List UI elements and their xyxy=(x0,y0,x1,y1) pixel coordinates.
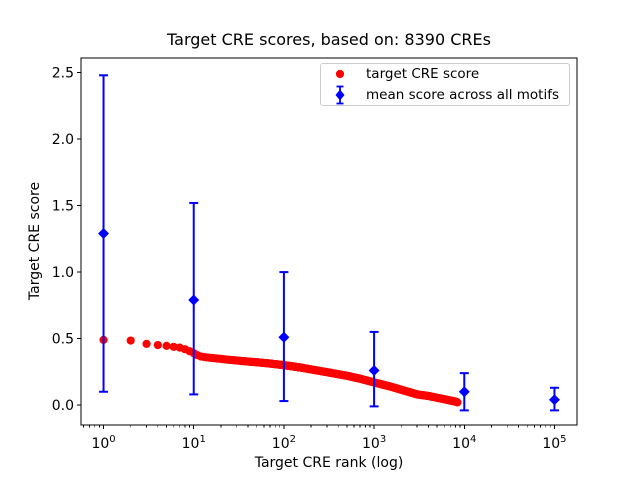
target-score-point xyxy=(453,398,462,407)
target-score-point xyxy=(126,336,135,345)
legend: target CRE score mean score across all m… xyxy=(320,63,570,106)
y-tick-label: 0.5 xyxy=(52,332,74,348)
x-tick-label: 102 xyxy=(272,434,296,452)
red-circle-marker-icon xyxy=(321,68,359,80)
blue-diamond-errorbar-marker-icon xyxy=(321,85,359,105)
target-score-point xyxy=(153,340,162,350)
x-tick-label: 105 xyxy=(542,434,566,452)
y-tick-label: 2.0 xyxy=(52,132,74,148)
legend-label: target CRE score xyxy=(366,66,480,83)
y-tick-label: 0.0 xyxy=(52,398,74,414)
target-score-point xyxy=(162,341,171,350)
y-axis-tick-labels: 0.0 0.5 1.0 1.5 2.0 2.5 xyxy=(52,66,74,414)
y-tick-label: 2.5 xyxy=(52,66,74,82)
legend-entry-mean: mean score across all motifs xyxy=(321,85,569,105)
x-tick-label: 101 xyxy=(182,434,206,452)
mean-score-diamond xyxy=(278,331,290,343)
y-axis-ticks xyxy=(77,72,81,406)
legend-label: mean score across all motifs xyxy=(366,86,560,103)
x-axis-ticks xyxy=(83,425,555,429)
target-score-series xyxy=(99,335,462,407)
plot-frame xyxy=(80,57,578,426)
mean-score-diamond xyxy=(458,386,470,398)
x-tick-label: 104 xyxy=(452,434,476,452)
x-axis-label: Target CRE rank (log) xyxy=(254,455,404,471)
y-axis-label: Target CRE score xyxy=(27,181,43,301)
x-tick-label: 100 xyxy=(91,434,115,452)
y-tick-label: 1.5 xyxy=(52,199,74,215)
chart-title: Target CRE scores, based on: 8390 CREs xyxy=(167,30,491,49)
x-axis-tick-labels: 100 101 102 103 104 105 xyxy=(91,434,566,452)
mean-score-diamond xyxy=(98,228,110,240)
mean-score-diamond xyxy=(188,294,200,306)
mean-score-diamond xyxy=(368,364,380,376)
y-tick-label: 1.0 xyxy=(52,265,74,281)
x-tick-label: 103 xyxy=(362,434,386,452)
target-score-point xyxy=(142,339,151,348)
mean-score-diamond xyxy=(548,394,560,406)
mean-score-series xyxy=(98,74,560,412)
target-score-point xyxy=(169,342,178,351)
legend-entry-target: target CRE score xyxy=(321,64,569,84)
